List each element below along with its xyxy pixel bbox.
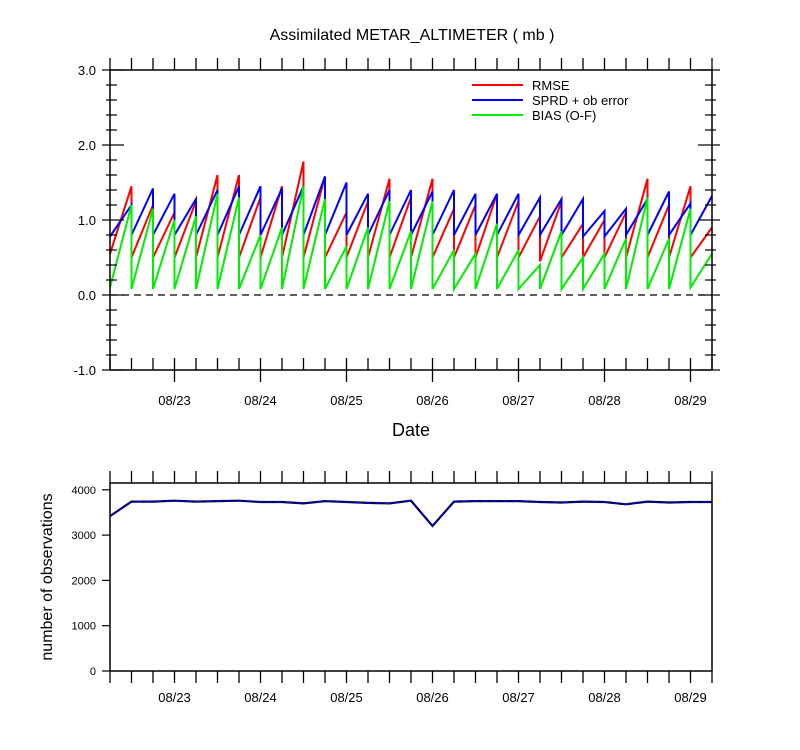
x-tick-label: 08/28 [588,393,621,408]
x-tick-label: 08/24 [244,690,277,705]
series-line-bias-o-f [109,186,713,293]
y-tick-label: -1.0 [74,363,96,378]
legend-label: SPRD + ob error [532,93,629,108]
y-tick-label: 0 [90,666,96,678]
bottom-plot-frame [109,482,713,672]
x-tick-label: 08/28 [588,690,621,705]
bottom-chart: 08/23 08/24 08/25 08/26 08/27 08/28 08/29 0 1000… [39,471,713,705]
x-tick-label: 08/26 [416,393,449,408]
bottom-axis-ticks: 08/23 08/24 08/25 08/26 08/27 08/28 08/29 0 1000… [72,471,713,705]
chart-title: Assimilated METAR_ALTIMETER ( mb ) [270,27,555,44]
x-tick-label: 08/29 [674,690,707,705]
legend-label: RMSE [532,78,570,93]
bottom-series-group [109,499,712,528]
y-tick-label: 2.0 [78,138,96,153]
observations-line-dashed [109,500,712,527]
y-tick-label: 3.0 [78,63,96,78]
x-tick-label: 08/27 [502,393,535,408]
x-tick-label: 08/24 [244,393,277,408]
x-tick-label: 08/23 [158,690,191,705]
x-tick-label: 08/27 [502,690,535,705]
top-plot-frame [109,69,713,371]
y-tick-label: 4000 [72,485,96,497]
x-tick-label: 08/29 [674,393,707,408]
y-tick-label: 0.0 [78,288,96,303]
y-tick-label: 1.0 [78,213,96,228]
y-tick-label: 2000 [72,575,96,587]
x-tick-label: 08/25 [330,393,363,408]
series-line-sprd-ob-error [109,176,713,240]
x-axis-label: Date [392,420,430,440]
top-series-group [109,161,713,293]
y-tick-label: 1000 [72,621,96,633]
x-tick-label: 08/26 [416,690,449,705]
y-tick-label: 3000 [72,530,96,542]
top-axis-ticks: 08/23 08/24 08/25 08/26 08/27 08/28 08/29 -1.0 0… [74,58,720,408]
observations-line [109,499,712,528]
x-tick-label: 08/23 [158,393,191,408]
top-chart: Assimilated METAR_ALTIMETER ( mb ) 08/23… [74,27,720,440]
y-axis-label: number of observations [39,493,56,660]
x-tick-label: 08/25 [330,690,363,705]
legend-label: BIAS (O-F) [532,108,596,123]
